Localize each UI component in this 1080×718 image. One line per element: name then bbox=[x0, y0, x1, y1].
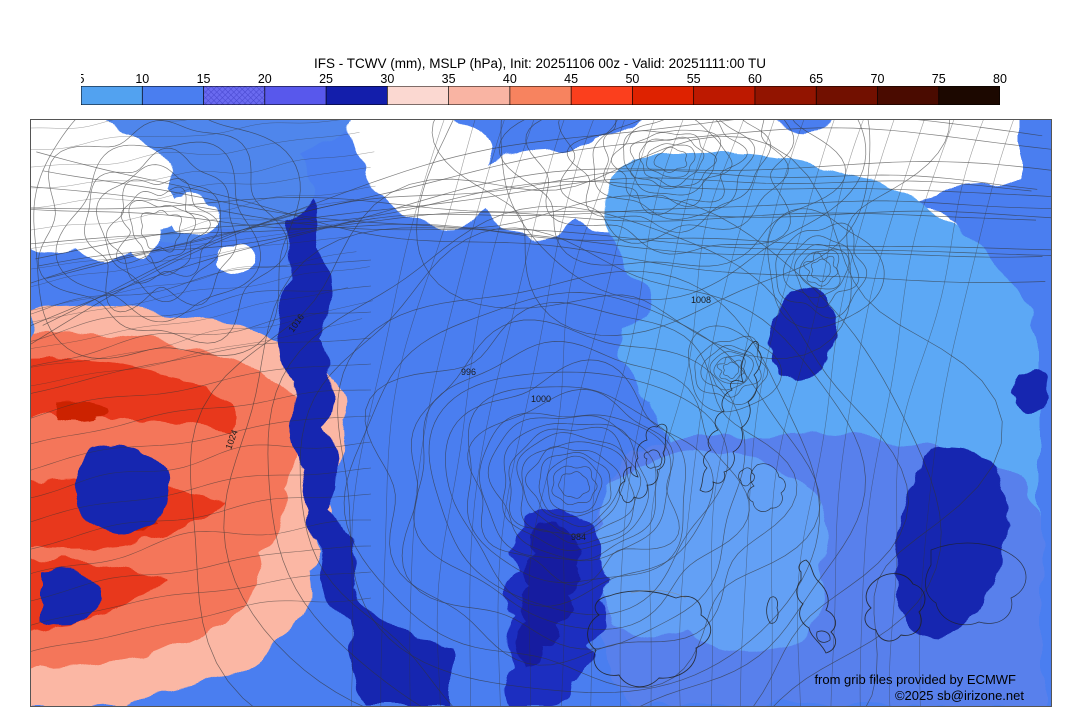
svg-text:75: 75 bbox=[932, 72, 946, 86]
svg-text:10: 10 bbox=[135, 72, 149, 86]
svg-text:20: 20 bbox=[258, 72, 272, 86]
svg-text:35: 35 bbox=[442, 72, 456, 86]
svg-text:25: 25 bbox=[319, 72, 333, 86]
svg-text:984: 984 bbox=[571, 532, 586, 542]
svg-text:45: 45 bbox=[564, 72, 578, 86]
svg-text:40: 40 bbox=[503, 72, 517, 86]
svg-text:60: 60 bbox=[748, 72, 762, 86]
svg-text:15: 15 bbox=[197, 72, 211, 86]
svg-text:65: 65 bbox=[809, 72, 823, 86]
svg-text:30: 30 bbox=[380, 72, 394, 86]
svg-text:from grib files provided by EC: from grib files provided by ECMWF bbox=[814, 672, 1016, 687]
svg-text:5: 5 bbox=[81, 72, 85, 86]
svg-text:80: 80 bbox=[993, 72, 1007, 86]
svg-text:70: 70 bbox=[871, 72, 885, 86]
svg-text:50: 50 bbox=[625, 72, 639, 86]
svg-text:1000: 1000 bbox=[531, 394, 551, 404]
svg-text:©2025 sb@irizone.net: ©2025 sb@irizone.net bbox=[895, 688, 1024, 703]
svg-text:1008: 1008 bbox=[691, 295, 711, 305]
svg-text:55: 55 bbox=[687, 72, 701, 86]
